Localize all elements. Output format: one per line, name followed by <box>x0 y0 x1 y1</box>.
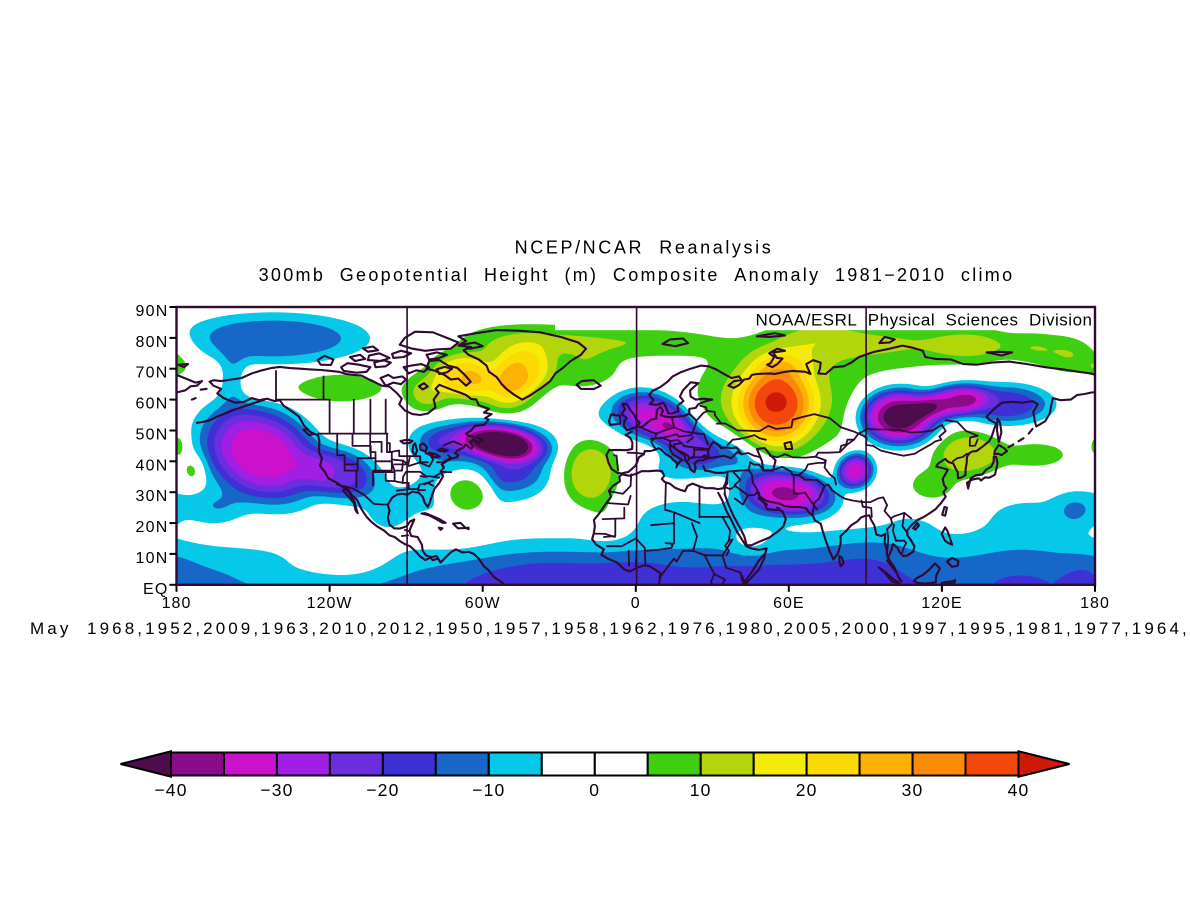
svg-text:May 1968,1952,2009,1963,2010,: May 1968,1952,2009,1963,2010,2012,1950,1… <box>30 619 1190 638</box>
svg-text:300mb Geopotential Height (: 300mb Geopotential Height (m) Composite … <box>259 265 1015 285</box>
svg-text:40: 40 <box>1008 780 1030 800</box>
svg-text:0: 0 <box>589 780 600 800</box>
svg-text:50N: 50N <box>136 426 169 443</box>
svg-text:70N: 70N <box>136 365 169 382</box>
svg-text:30N: 30N <box>136 488 169 505</box>
svg-text:120W: 120W <box>307 595 353 612</box>
svg-text:30: 30 <box>902 780 924 800</box>
svg-text:80N: 80N <box>136 334 169 351</box>
svg-text:−20: −20 <box>366 780 399 800</box>
svg-text:60E: 60E <box>773 595 804 612</box>
svg-text:10: 10 <box>690 780 712 800</box>
svg-text:10N: 10N <box>136 550 169 567</box>
svg-text:60N: 60N <box>136 396 169 413</box>
svg-text:NOAA/ESRL Physical Sciences: NOAA/ESRL Physical Sciences Division <box>756 311 1093 330</box>
svg-text:0: 0 <box>631 595 641 612</box>
svg-text:40N: 40N <box>136 457 169 474</box>
svg-text:20: 20 <box>796 780 818 800</box>
svg-text:60W: 60W <box>465 595 501 612</box>
svg-text:120E: 120E <box>921 595 962 612</box>
svg-text:EQ: EQ <box>143 581 169 598</box>
svg-text:−30: −30 <box>260 780 293 800</box>
svg-text:180: 180 <box>1080 595 1110 612</box>
svg-text:−40: −40 <box>154 780 187 800</box>
svg-text:−10: −10 <box>472 780 505 800</box>
svg-text:NCEP/NCAR Reanalysis: NCEP/NCAR Reanalysis <box>515 238 774 258</box>
svg-text:20N: 20N <box>136 519 169 536</box>
svg-text:180: 180 <box>162 595 192 612</box>
svg-text:90N: 90N <box>136 303 169 320</box>
